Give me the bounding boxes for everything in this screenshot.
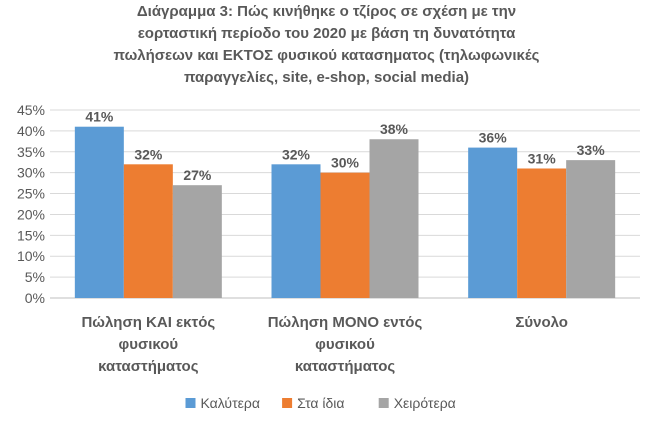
bar	[566, 160, 616, 298]
data-label: 33%	[577, 142, 606, 158]
y-tick-label: 20%	[17, 206, 45, 222]
x-tick-label: καταστήματος	[98, 358, 199, 375]
bar	[369, 139, 419, 298]
x-tick-label: Πώληση ΜΟΝΟ εντός	[268, 314, 423, 331]
y-tick-label: 30%	[17, 165, 45, 181]
x-tick-label: Πώληση ΚΑΙ εκτός	[81, 314, 215, 331]
y-tick-label: 35%	[17, 144, 45, 160]
y-tick-label: 0%	[25, 290, 45, 306]
legend-label: Στα ίδια	[297, 395, 344, 411]
data-label: 32%	[134, 146, 163, 162]
data-label: 32%	[282, 146, 311, 162]
legend-swatch	[282, 398, 293, 408]
y-tick-label: 40%	[17, 123, 45, 139]
x-tick-label: φυσικού	[119, 336, 179, 353]
data-label: 41%	[85, 109, 114, 125]
bar	[320, 172, 370, 298]
bar	[74, 126, 124, 298]
x-tick-label: Σύνολο	[515, 314, 568, 331]
bar	[517, 168, 567, 298]
bar	[123, 164, 173, 298]
y-tick-label: 15%	[17, 227, 45, 243]
data-label: 36%	[479, 130, 508, 146]
chart-title-line-4: παραγγελίες, site, e-shop, social media)	[183, 69, 470, 86]
chart-title-line-1: Διάγραμμα 3: Πώς κινήθηκε ο τζίρος σε σχ…	[136, 3, 517, 20]
bar	[271, 164, 321, 298]
legend-swatch	[185, 398, 196, 408]
bar	[172, 185, 222, 298]
y-tick-label: 45%	[17, 102, 45, 118]
legend-label: Καλύτερα	[201, 395, 260, 411]
legend-label: Χειρότερα	[394, 395, 456, 411]
data-label: 30%	[331, 155, 360, 171]
bar	[468, 147, 518, 298]
chart-title-line-2: εορταστική περίοδο του 2020 με βάση τη δ…	[137, 25, 516, 42]
y-tick-label: 10%	[17, 248, 45, 264]
y-tick-label: 5%	[25, 269, 45, 285]
x-tick-label: καταστήματος	[295, 358, 396, 375]
chart-title-line-3: πωλήσεων και ΕΚΤΟΣ φυσικού κατασηματος (…	[113, 47, 540, 64]
x-tick-label: φυσικού	[315, 336, 375, 353]
data-label: 27%	[183, 167, 212, 183]
legend-swatch	[378, 398, 389, 408]
data-label: 38%	[380, 121, 409, 137]
data-label: 31%	[528, 150, 557, 166]
y-tick-label: 25%	[17, 186, 45, 202]
